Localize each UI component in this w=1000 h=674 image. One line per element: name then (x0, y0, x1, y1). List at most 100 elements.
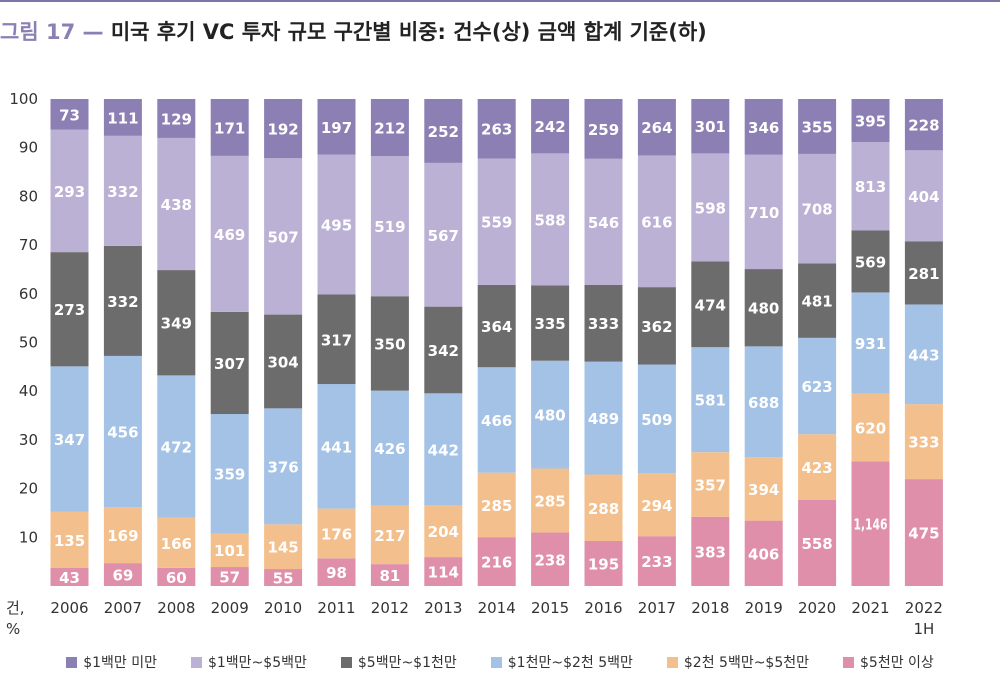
legend-item: $5천만 이상 (843, 652, 934, 672)
data-label: 406 (748, 545, 779, 563)
data-label: 708 (801, 201, 832, 219)
data-label: 264 (641, 119, 672, 137)
bar-segment (744, 154, 783, 270)
data-label: 55 (273, 570, 294, 588)
bar-segment (798, 434, 837, 500)
bar-segment (744, 520, 783, 586)
data-label: 73 (59, 106, 80, 124)
x-tick-label: 2008 (157, 599, 195, 617)
data-label: 192 (267, 121, 298, 139)
bar-segment (851, 393, 890, 462)
bar-segment (210, 567, 249, 586)
data-label: 346 (748, 119, 779, 137)
bar-segment (584, 361, 623, 475)
data-label: 438 (161, 196, 192, 214)
top-rule (0, 0, 1000, 2)
data-label: 228 (908, 117, 939, 135)
x-tick-label: 2020 (798, 599, 836, 617)
bar-segment (477, 99, 516, 159)
bar-segment (584, 474, 623, 541)
data-label: 357 (695, 476, 726, 494)
data-label: 423 (801, 459, 832, 477)
bar-segment (477, 284, 516, 368)
data-label: 197 (321, 119, 352, 137)
x-tick-label: 2016 (584, 599, 622, 617)
data-label: 57 (219, 569, 240, 587)
y-tick-label: 80 (19, 187, 38, 205)
bar-segment (531, 360, 570, 469)
data-label: 395 (855, 112, 886, 130)
bar-segment (637, 536, 676, 586)
bar-segment (264, 569, 303, 586)
legend-swatch (666, 656, 678, 668)
bar-segment (317, 384, 356, 509)
data-label: 332 (107, 293, 138, 311)
bar-segment (637, 287, 676, 365)
bar-segment (691, 261, 730, 348)
data-label: 475 (908, 525, 939, 543)
data-label: 558 (801, 535, 832, 553)
data-label: 81 (379, 567, 400, 585)
stacked-bar-chart: 10 20 30 40 50 60 70 80 90 100 건,% 43 135 347 273 293 73… (6, 90, 943, 638)
x-tick-label: 2022 (905, 599, 943, 617)
bar-segment (264, 158, 303, 315)
data-label: 364 (481, 318, 512, 336)
bar-segment (50, 568, 89, 586)
y-tick-label: 70 (19, 236, 38, 254)
data-label: 569 (855, 253, 886, 271)
legend-item: $2천 5백만~$5천만 (666, 652, 809, 672)
x-tick-label: 2015 (531, 599, 569, 617)
legend-swatch (66, 656, 78, 668)
data-label: 111 (107, 109, 138, 127)
data-label: 98 (326, 564, 347, 582)
bar-segment (531, 468, 570, 533)
bar-segment (424, 306, 463, 394)
data-label: 474 (695, 296, 726, 314)
data-label: 931 (855, 335, 886, 353)
data-label: 480 (748, 300, 779, 318)
bar-segment (904, 99, 943, 151)
bar-segment (744, 99, 783, 155)
y-tick-label: 50 (19, 334, 38, 352)
bar-segment (904, 479, 943, 586)
x-tick-label: 2011 (317, 599, 355, 617)
data-label: 252 (428, 123, 459, 141)
data-label: 350 (374, 335, 405, 353)
bar-segment (264, 99, 303, 159)
data-label: 443 (908, 346, 939, 364)
data-label: 281 (908, 265, 939, 283)
legend-label: $1백만 미만 (83, 655, 157, 671)
bar-segment (370, 156, 409, 297)
bar-segment (637, 155, 676, 288)
data-label: 349 (161, 315, 192, 333)
bar-segment (370, 505, 409, 565)
data-label: 332 (107, 183, 138, 201)
bar-segment (691, 516, 730, 586)
data-label: 288 (588, 500, 619, 518)
data-label: 581 (695, 392, 726, 410)
data-label: 383 (695, 543, 726, 561)
y-tick-label: 20 (19, 480, 38, 498)
data-label: 426 (374, 440, 405, 458)
bar-segment (424, 99, 463, 163)
data-label: 598 (695, 199, 726, 217)
legend-item: $1백만 미만 (66, 652, 157, 672)
bar-segment (584, 158, 623, 285)
bar-segment (637, 99, 676, 156)
x-tick-label: 2017 (638, 599, 676, 617)
data-label: 135 (54, 532, 85, 550)
bar-segment (851, 292, 890, 394)
x-tick-label: 2012 (371, 599, 409, 617)
data-label: 307 (214, 355, 245, 373)
data-label: 456 (107, 424, 138, 442)
data-label: 304 (267, 353, 298, 371)
title-text: 미국 후기 VC 투자 규모 구간별 비중: 건수(상) 금액 합계 기준(하) (110, 20, 707, 44)
chart-legend: $1백만 미만 $1백만~$5백만 $5백만~$1천만 $1천만~$2천 5백만 $2천… (0, 652, 1000, 672)
data-label: 404 (908, 188, 939, 206)
bar-segment (798, 263, 837, 338)
data-label: 441 (321, 438, 352, 456)
data-label: 171 (214, 119, 245, 137)
bar-segment (210, 533, 249, 568)
bar-segment (637, 473, 676, 537)
data-label: 166 (161, 535, 192, 553)
